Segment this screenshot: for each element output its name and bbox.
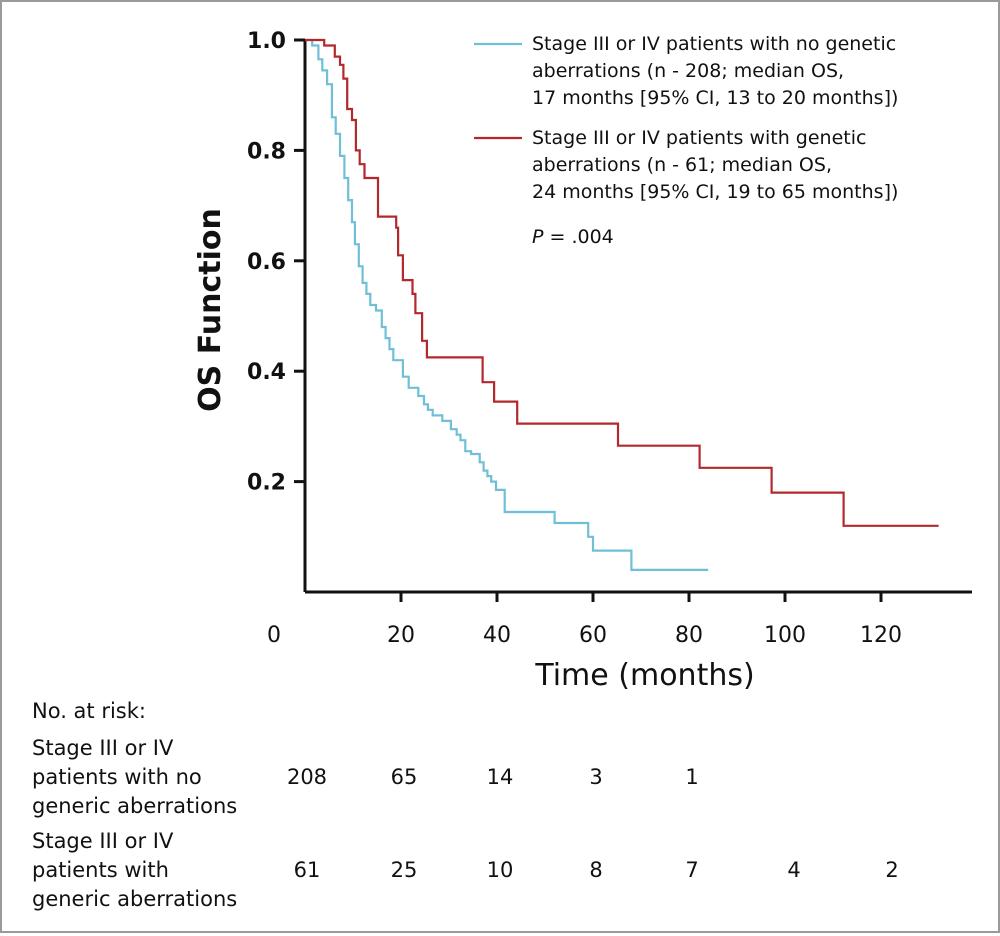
series-group <box>305 38 939 571</box>
legend-entry-text: 17 months [95% CI, 13 to 20 months]) <box>532 87 898 109</box>
legend-entry-text: aberrations (n - 208; median OS, <box>532 60 844 82</box>
y-axis-label: OS Function <box>193 208 228 412</box>
legend-entry-text: Stage III or IV patients with no genetic <box>532 33 896 55</box>
y-tick-label: 0.8 <box>247 139 286 164</box>
risk-count: 7 <box>685 858 698 882</box>
x-axis-label: Time (months) <box>534 658 754 693</box>
x-tick-label: 0 <box>267 623 281 648</box>
legend-entry-text: aberrations (n - 61; median OS, <box>532 154 832 176</box>
x-tick-label: 20 <box>387 623 415 648</box>
p-value: P = .004 <box>532 226 614 248</box>
y-tick-label: 0.2 <box>247 471 286 496</box>
y-tick-group: 1.0 0.8 0.6 0.4 0.2 <box>247 29 305 496</box>
x-tick-group: 0 20 40 60 80 100 120 <box>267 592 902 648</box>
risk-count: 14 <box>487 765 514 789</box>
risk-count: 8 <box>589 858 602 882</box>
risk-row-label: Stage III or IV <box>32 829 174 853</box>
risk-table-header: No. at risk: <box>32 699 146 723</box>
y-tick-label: 0.4 <box>247 360 286 385</box>
risk-count: 65 <box>391 765 418 789</box>
x-tick-label: 40 <box>483 623 511 648</box>
legend: Stage III or IV patients with no genetic… <box>474 33 898 203</box>
risk-count: 4 <box>787 858 800 882</box>
y-tick-label: 1.0 <box>247 29 286 54</box>
risk-table: Stage III or IV patients with no generic a… <box>32 736 899 911</box>
risk-row-label: Stage III or IV <box>32 736 174 760</box>
risk-row-label: patients with no <box>32 765 202 789</box>
risk-count: 208 <box>287 765 327 789</box>
y-tick-label: 0.6 <box>247 250 286 275</box>
p-value-symbol: P <box>532 226 544 248</box>
p-value-text: = .004 <box>543 226 613 248</box>
risk-row-label: generic aberrations <box>32 794 237 818</box>
x-tick-label: 120 <box>860 623 902 648</box>
legend-entry-text: Stage III or IV patients with genetic <box>532 127 866 149</box>
series-line-no-aberrations <box>305 38 709 571</box>
series-line-with-aberrations <box>305 38 939 527</box>
x-tick-label: 100 <box>764 623 806 648</box>
risk-count: 25 <box>391 858 418 882</box>
risk-count: 1 <box>685 765 698 789</box>
legend-entry-text: 24 months [95% CI, 19 to 65 months]) <box>532 181 898 203</box>
risk-count: 2 <box>885 858 898 882</box>
risk-row-label: generic aberrations <box>32 887 237 911</box>
x-tick-label: 80 <box>675 623 703 648</box>
risk-row-label: patients with <box>32 858 169 882</box>
x-tick-label: 60 <box>579 623 607 648</box>
risk-count: 61 <box>294 858 321 882</box>
risk-count: 3 <box>589 765 602 789</box>
risk-count: 10 <box>487 858 514 882</box>
